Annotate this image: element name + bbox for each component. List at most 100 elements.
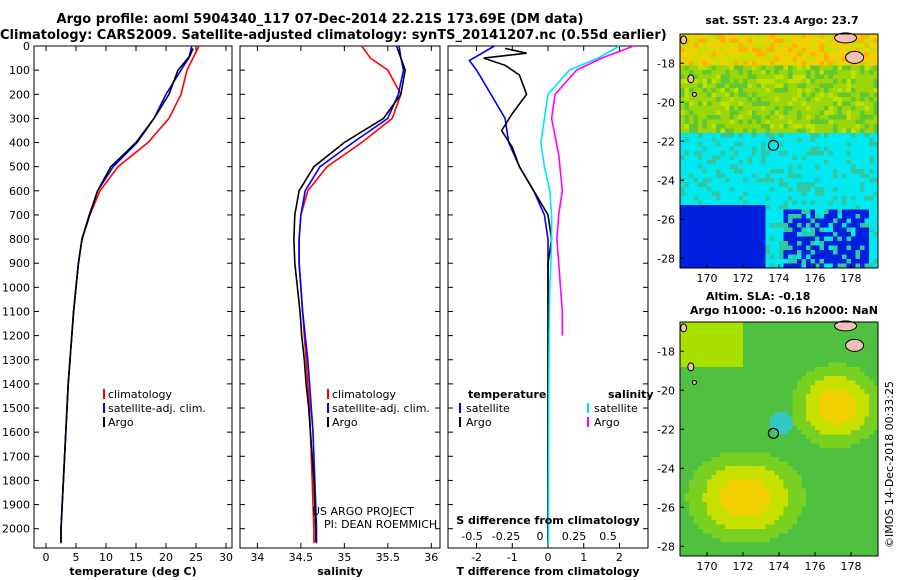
y-tick-label: 300 [9, 112, 30, 125]
x-tick-label: 20 [159, 551, 173, 564]
x-tick-label: 5 [73, 551, 80, 564]
map-y-tick-label: -20 [657, 384, 675, 397]
y-tick-label: 400 [9, 137, 30, 150]
island-shape [834, 320, 858, 332]
y-tick-label: 1100 [2, 305, 30, 318]
legend-label: Argo [466, 416, 492, 429]
x-tick-label: 15 [129, 551, 143, 564]
map-y-tick-label: -20 [657, 96, 675, 109]
y-tick-label: 100 [9, 64, 30, 77]
x2-axis-label: S difference from climatology [456, 514, 640, 527]
map-x-tick-label: 178 [841, 272, 862, 285]
island-shape [680, 323, 688, 333]
x-axis-label: T difference from climatology [456, 565, 639, 578]
island-shape [691, 379, 697, 385]
x-tick-label: 1 [580, 551, 587, 564]
y-tick-label: 500 [9, 161, 30, 174]
sst-map: 170 172 174 176 178 -18 -20 -22 -24 -26 -28 [657, 32, 879, 285]
credit-line-2: PI: DEAN ROEMMICH [324, 518, 437, 531]
y-tick-label: 1600 [2, 426, 30, 439]
legend-label: satellite-adj. clim. [108, 402, 206, 415]
y-tick-label: 700 [9, 209, 30, 222]
x-tick-label: -2 [471, 551, 482, 564]
map-x-tick-label: 176 [805, 272, 826, 285]
map-y-tick-label: -24 [657, 462, 675, 475]
plot-frame [33, 45, 233, 549]
legend-label: Argo [594, 416, 620, 429]
map-x-tick-label: 170 [697, 272, 718, 285]
map-y-tick-label: -28 [657, 540, 675, 553]
map-y-tick-label: -26 [657, 213, 675, 226]
map-y-tick-label: -26 [657, 501, 675, 514]
x-axis-label: temperature (deg C) [69, 565, 196, 578]
legend-label: Argo [108, 416, 134, 429]
y-tick-label: 200 [9, 88, 30, 101]
x-tick-label: 35.5 [376, 551, 401, 564]
island-shape [834, 32, 858, 44]
x-tick-label: 2 [616, 551, 623, 564]
title-line-1: Argo profile: aoml 5904340_117 07-Dec-20… [56, 12, 584, 27]
map-x-tick-label: 174 [769, 272, 790, 285]
map-x-tick-label: 172 [733, 560, 754, 573]
x2-tick-label: 0 [537, 530, 544, 543]
profile-panel-2: 34 34.5 35 35.5 36 salinity climatologysatelli… [239, 45, 441, 578]
credit-line-1: US ARGO PROJECT [312, 505, 414, 518]
map-y-tick-label: -18 [657, 345, 675, 358]
map-x-tick-label: 170 [697, 560, 718, 573]
x-tick-label: 35 [337, 551, 351, 564]
map-y-tick-label: -24 [657, 174, 675, 187]
map-y-tick-label: -22 [657, 423, 675, 436]
island-shape [680, 35, 688, 45]
island-shape [687, 362, 695, 372]
y-tick-label: 2000 [2, 523, 30, 536]
x2-tick-label: 0.25 [562, 530, 587, 543]
legend-heading-temperature: temperature [468, 388, 546, 401]
series-line-satellite [540, 45, 620, 544]
x-tick-label: 34 [250, 551, 264, 564]
y-tick-label: 900 [9, 257, 30, 270]
island-shape [691, 91, 697, 97]
legend-label: satellite-adj. clim. [332, 402, 430, 415]
series-line-satellite-adj-clim- [298, 45, 405, 544]
x-tick-label: 25 [189, 551, 203, 564]
legend-label: climatology [108, 388, 172, 401]
x-tick-label: 30 [219, 551, 233, 564]
legend-label: climatology [332, 388, 396, 401]
y-tick-label: 1400 [2, 378, 30, 391]
map-x-tick-label: 172 [733, 272, 754, 285]
island-shape [845, 50, 865, 64]
plot-frame [239, 45, 441, 549]
y-tick-label: 1900 [2, 499, 30, 512]
y-tick-label: 600 [9, 185, 30, 198]
x2-tick-label: -0.25 [492, 530, 520, 543]
x-axis-label: salinity [317, 565, 363, 578]
profile-location-marker [767, 139, 780, 151]
y-tick-label: 0 [23, 40, 30, 53]
x-tick-label: 36 [424, 551, 438, 564]
altimetry-line-2: Argo h1000: -0.16 h2000: NaN [690, 304, 878, 317]
legend-label: satellite [594, 402, 638, 415]
altimetry-line-1: Altim. SLA: -0.18 [706, 290, 811, 303]
y-tick-label: 800 [9, 233, 30, 246]
profile-panel-1: 0100200300400500600700800900100011001200… [2, 40, 233, 578]
island-shape [687, 74, 695, 84]
y-tick-label: 1700 [2, 450, 30, 463]
y-tick-label: 1500 [2, 402, 30, 415]
map-y-tick-label: -18 [657, 57, 675, 70]
x-tick-label: 0 [43, 551, 50, 564]
series-line-argo [483, 47, 553, 542]
y-tick-label: 1800 [2, 474, 30, 487]
profile-location-marker [767, 427, 780, 439]
map-x-tick-label: 174 [769, 560, 790, 573]
y-tick-label: 1300 [2, 354, 30, 367]
legend-heading-salinity: salinity [608, 388, 654, 401]
map-x-tick-label: 178 [841, 560, 862, 573]
x-tick-label: 0 [545, 551, 552, 564]
series-line-argo [550, 45, 634, 336]
x-tick-label: 10 [99, 551, 113, 564]
legend-label: satellite [466, 402, 510, 415]
series-line-argo [293, 45, 407, 542]
map-y-tick-label: -22 [657, 135, 675, 148]
x-tick-label: 34.5 [289, 551, 314, 564]
